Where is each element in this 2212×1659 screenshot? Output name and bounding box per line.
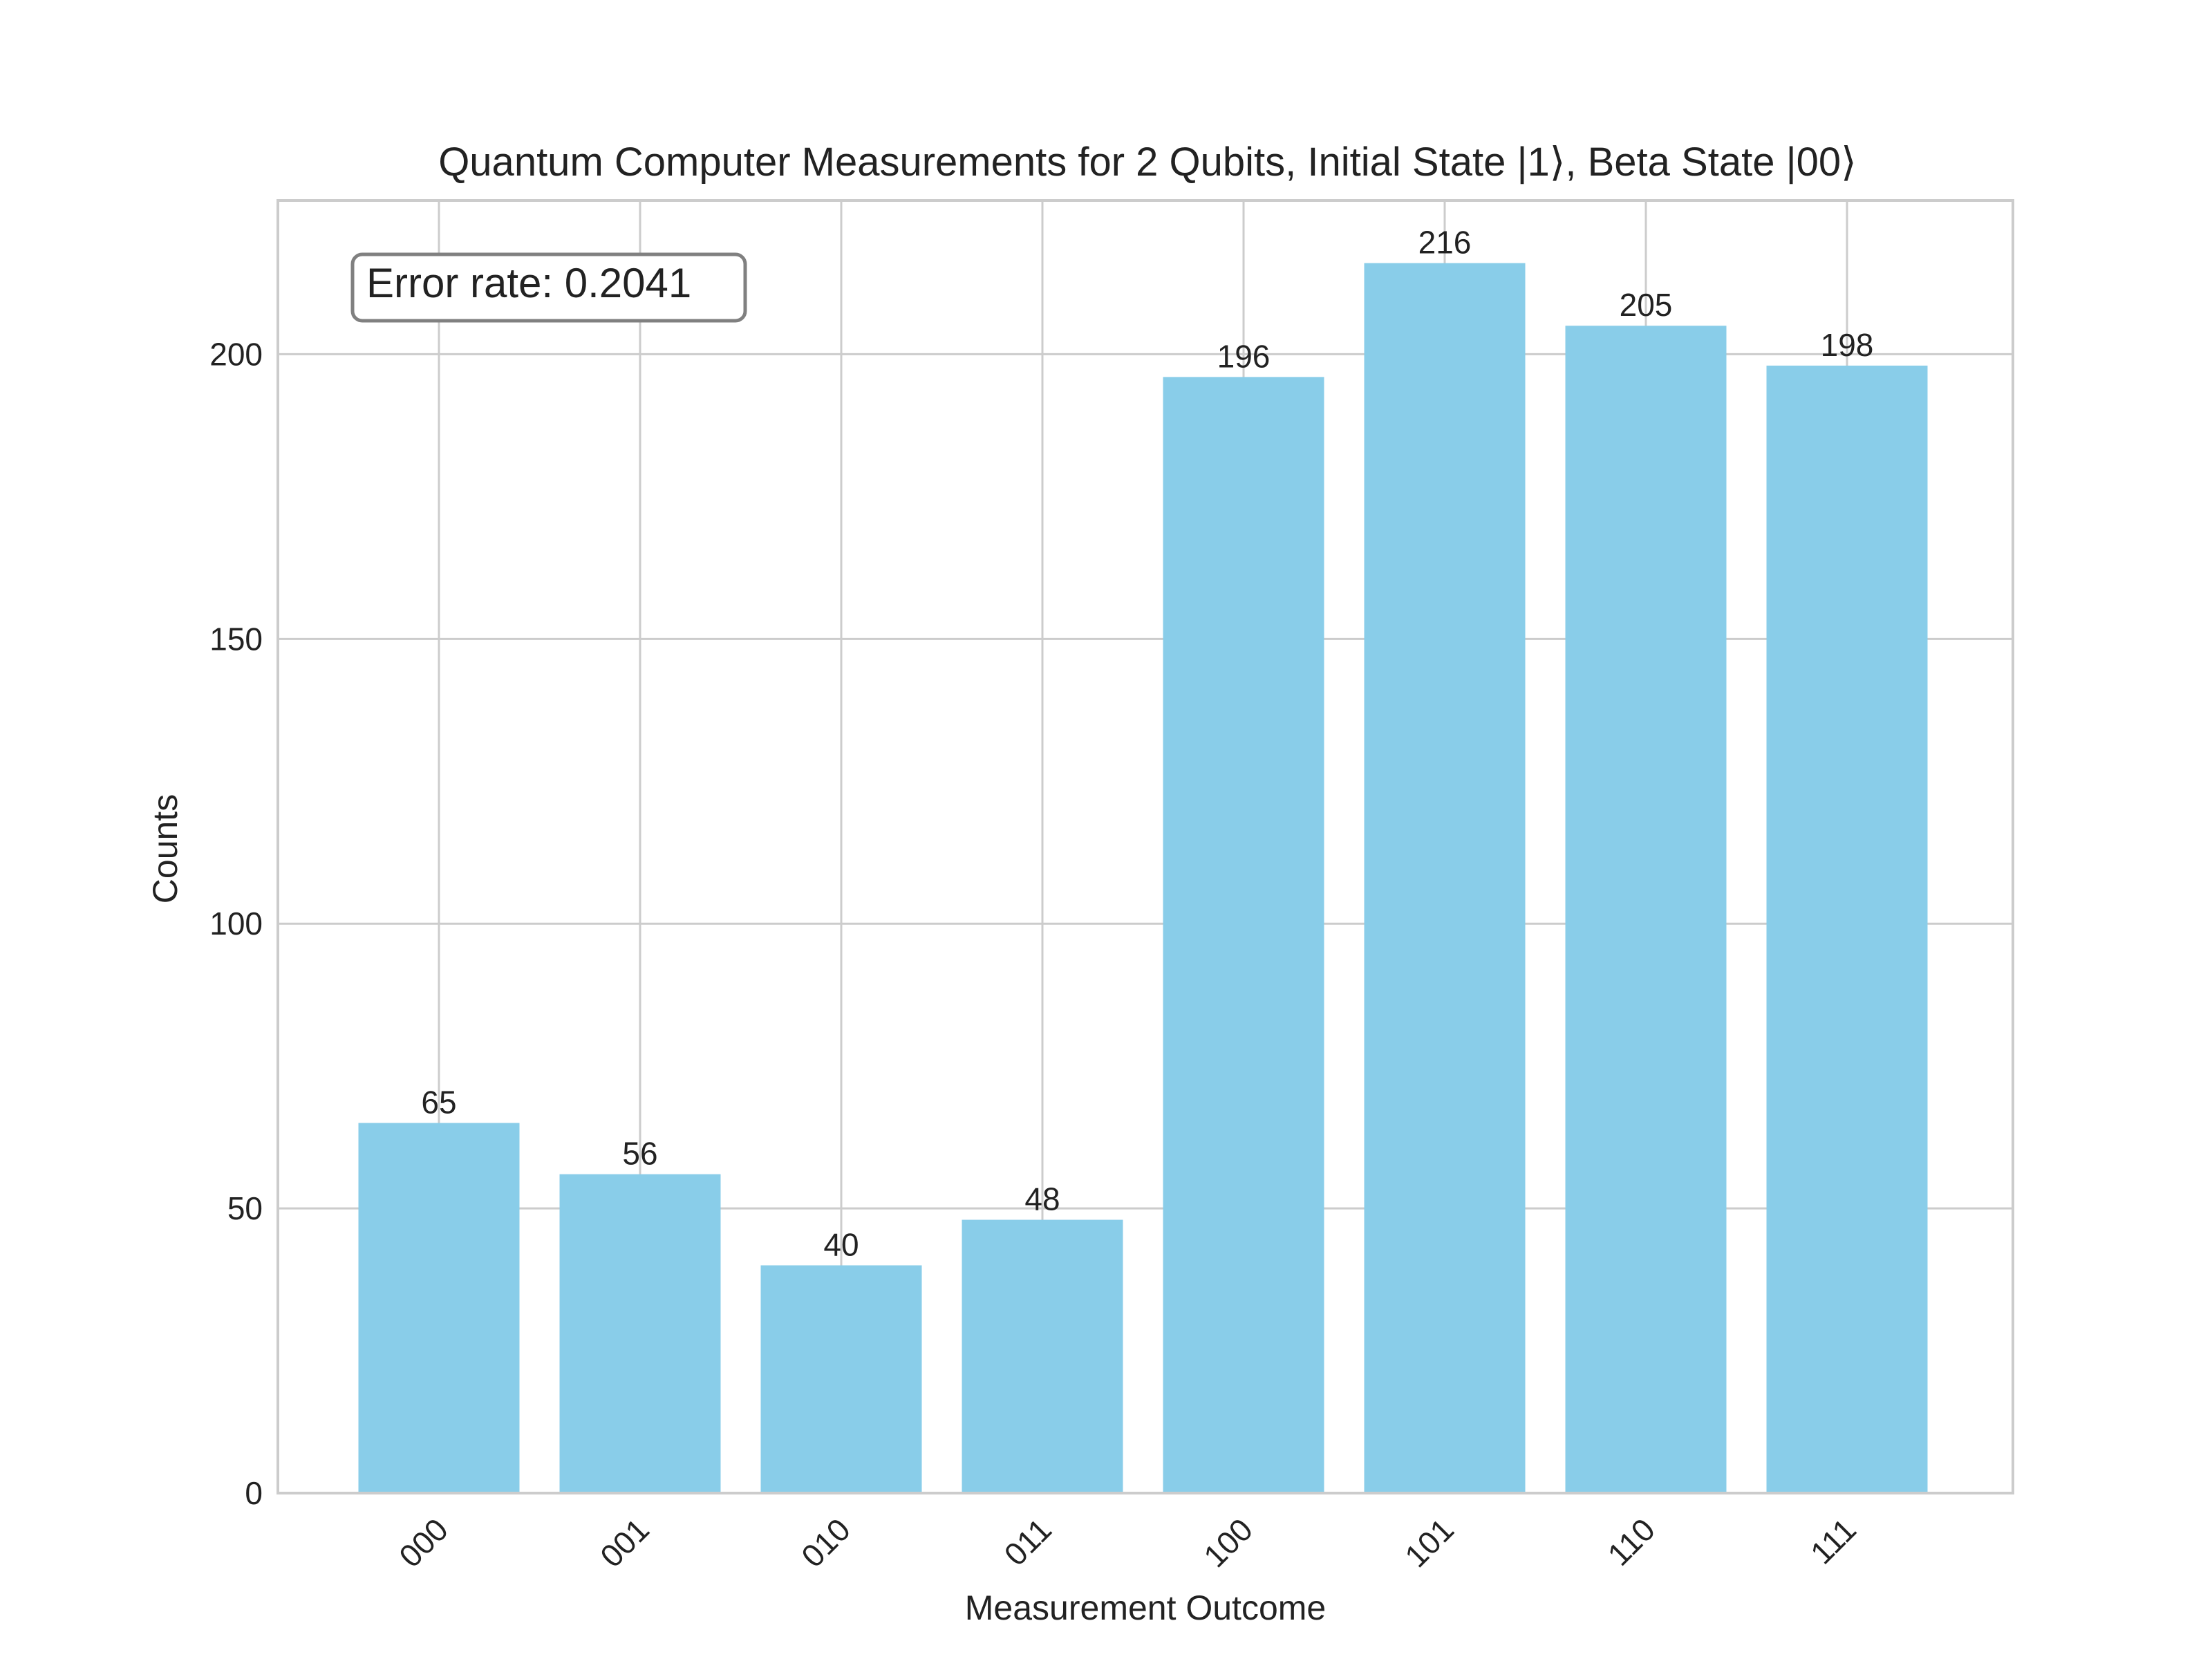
bar-100 (1163, 377, 1324, 1493)
plot-area-frame (276, 199, 2014, 1494)
bar-000 (358, 1123, 520, 1493)
bar-value-label: 198 (1821, 327, 1874, 363)
bar-111 (1766, 365, 1928, 1493)
bar-101 (1364, 263, 1526, 1494)
bar-010 (760, 1265, 922, 1493)
y-axis-label: Counts (146, 794, 185, 903)
bars (358, 263, 1928, 1494)
y-tick-label: 150 (209, 621, 263, 657)
bar-value-label: 56 (622, 1136, 657, 1172)
annotation-box (350, 252, 747, 323)
bar-value-label: 48 (1024, 1181, 1060, 1217)
annotation-text: Error rate: 0.2041 (366, 260, 691, 306)
bar-011 (962, 1219, 1123, 1493)
bar-value-label: 205 (1620, 287, 1673, 323)
bar-value-label: 216 (1418, 225, 1472, 261)
x-axis-label: Measurement Outcome (965, 1588, 1326, 1627)
chart-title: Quantum Computer Measurements for 2 Qubi… (438, 140, 1857, 185)
y-tick-label: 0 (245, 1475, 263, 1511)
bar-value-label: 196 (1217, 338, 1271, 374)
y-tick-label: 50 (227, 1190, 263, 1226)
y-tick-label: 100 (209, 906, 263, 941)
bar-value-labels: 65 56 40 48 196 216 205 198 (421, 225, 1873, 1263)
error-rate-annotation: Error rate: 0.2041 (350, 252, 747, 323)
bar-001 (559, 1174, 721, 1493)
bar-value-label: 40 (823, 1226, 859, 1262)
bar-value-label: 65 (421, 1085, 456, 1121)
bar-110 (1565, 326, 1727, 1493)
y-tick-label: 200 (209, 336, 263, 372)
y-axis-ticks: 0 50 100 150 200 (209, 336, 263, 1511)
